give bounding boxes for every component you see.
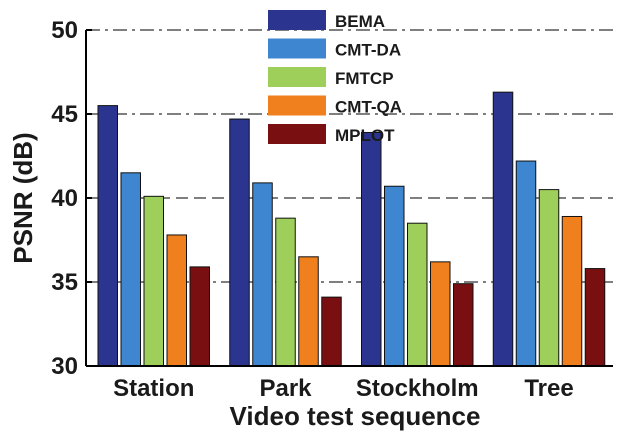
legend-label: CMT-DA [335,41,401,60]
x-tick-label: Station [113,375,194,402]
x-tick-label: Tree [524,375,573,402]
y-tick-label: 35 [51,269,78,296]
y-tick-label: 45 [51,101,78,128]
y-tick-label: 30 [51,353,78,380]
x-tick-label: Stockholm [356,375,479,402]
bar-bema-tree [492,91,514,367]
legend-label: FMTCP [335,69,394,88]
bar-bema-park [229,118,250,367]
bar-cmt-qa-park [298,256,319,367]
bar-cmt-da-park [252,182,273,367]
bar-bema-station [97,105,118,367]
x-tick-label: Park [259,375,312,402]
bar-cmt-qa-stockholm [430,261,451,367]
bar-bema-stockholm [361,131,382,367]
bar-cmt-qa-station [166,234,187,367]
bar-cmt-da-station [120,172,141,367]
bar-mplot-tree [584,268,606,367]
axes [85,29,613,367]
x-axis-title: Video test sequence [230,401,481,431]
y-tick-labels: 30 35 40 45 50 [51,17,78,380]
y-axis-title: PSNR (dB) [8,132,38,263]
bar-mplot-station [189,266,210,367]
bar-cmt-da-tree [515,160,537,367]
bar-cmt-da-stockholm [384,185,405,367]
legend-swatch [268,10,326,30]
bar-fmtcp-stockholm [407,222,428,367]
bar-fmtcp-tree [538,189,560,367]
legend-label: CMT-QA [335,98,402,117]
y-tick-label: 40 [51,185,78,212]
bar-mplot-stockholm [453,283,474,367]
legend-swatch [268,124,326,144]
bar-fmtcp-station [143,195,164,367]
bar-mplot-park [321,296,342,367]
bar-fmtcp-park [275,217,296,367]
legend: BEMA CMT-DA FMTCP CMT-QA MPLOT [268,10,402,145]
legend-swatch [268,38,326,59]
bar-cmt-qa-tree [561,215,583,367]
x-tick-labels: Station Park Stockholm Tree [113,375,574,402]
legend-swatch [268,67,326,87]
legend-label: MPLOT [335,126,395,145]
y-tick-label: 50 [51,17,78,44]
legend-swatch [268,95,326,116]
bars [97,91,606,367]
legend-label: BEMA [335,12,385,31]
